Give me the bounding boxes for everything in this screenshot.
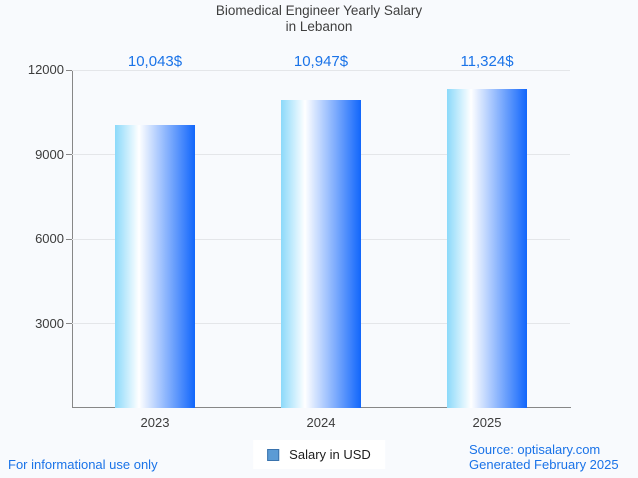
- y-axis-tick: [66, 69, 72, 71]
- bar-value-label: 10,043$: [127, 53, 183, 70]
- y-axis-tick: [66, 154, 72, 155]
- chart-subtitle: in Lebanon: [285, 19, 353, 34]
- salary-bar: [281, 99, 361, 408]
- y-tick-label: 3000: [35, 315, 64, 331]
- salary-bar: [115, 125, 195, 408]
- source-link[interactable]: Source: optisalary.com: [469, 442, 601, 457]
- source-block: Source: optisalary.com Generated Februar…: [469, 442, 619, 472]
- x-tick-label: 2025: [472, 415, 502, 430]
- legend: Salary in USD: [253, 440, 385, 469]
- y-axis-tick: [66, 238, 72, 240]
- legend-label: Salary in USD: [289, 447, 371, 462]
- y-tick-label: 6000: [35, 231, 64, 246]
- generated-date: Generated February 2025: [469, 457, 619, 472]
- salary-bar: [447, 89, 527, 408]
- y-tick-label: 12000: [27, 62, 64, 77]
- plot-area: [72, 69, 570, 408]
- disclaimer-text: For informational use only: [8, 457, 158, 472]
- bar-value-label: 10,947$: [293, 53, 349, 70]
- y-tick-label: 9000: [35, 146, 64, 162]
- chart-title: Biomedical Engineer Yearly Salary: [215, 3, 423, 18]
- chart-title-block: Biomedical Engineer Yearly Salary in Leb…: [0, 3, 638, 35]
- y-axis-tick: [66, 323, 72, 324]
- legend-swatch-icon: [267, 448, 280, 461]
- gridline: [72, 69, 570, 71]
- bar-value-label: 11,324$: [460, 53, 514, 70]
- x-tick-label: 2023: [140, 415, 170, 430]
- x-tick-label: 2024: [306, 415, 336, 430]
